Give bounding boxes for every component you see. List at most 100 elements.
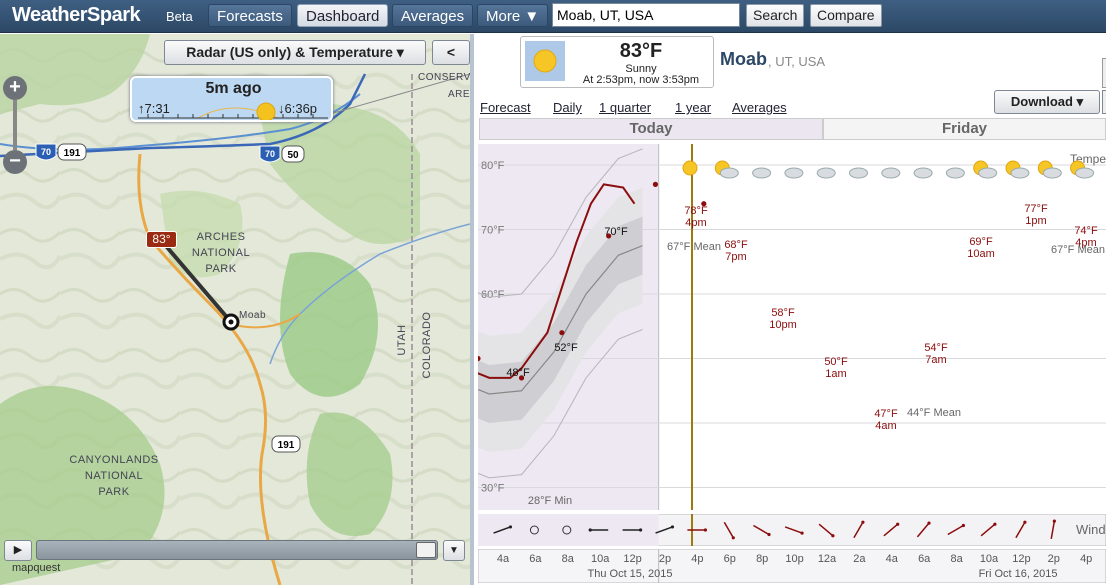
wind-arrow-head: [800, 531, 804, 535]
link-averages[interactable]: Averages: [732, 100, 787, 115]
timeline-thumb[interactable]: [416, 542, 436, 558]
sun-icon: [682, 160, 698, 176]
wind-arrow-head: [1023, 520, 1027, 524]
calm-wind-icon: [562, 525, 572, 535]
nav-averages[interactable]: Averages: [392, 4, 474, 27]
side-panel-tab[interactable]: [1102, 58, 1106, 88]
axis-bg: [478, 549, 1106, 583]
wind-arrow-head: [767, 532, 771, 537]
download-button-overflow[interactable]: [1102, 90, 1106, 114]
link-forecast[interactable]: Forecast: [480, 100, 531, 115]
mean-label: 67°F Mean: [667, 241, 721, 253]
y-tick-label: 30°F: [481, 483, 505, 495]
wind-arrow-icon: [1050, 521, 1056, 539]
forecast-point: [606, 233, 612, 239]
forecast-label-time: 4pm: [685, 217, 706, 229]
hour-tick-label: 6a: [918, 553, 931, 565]
day-header-friday: Friday: [823, 118, 1106, 140]
wind-arrow-head: [703, 528, 707, 532]
radar-map[interactable]: 70 191 70 50 191 Radar (US only) & Tempe…: [0, 34, 470, 585]
utah-label: UTAH: [396, 324, 408, 356]
y-tick-label: 60°F: [481, 289, 505, 301]
timeline-menu-button[interactable]: ▼: [443, 540, 465, 561]
y-tick-label: 70°F: [481, 225, 505, 237]
hour-tick-label: 4a: [497, 553, 510, 565]
hour-tick-label: 12a: [818, 553, 837, 565]
hour-tick-label: 12p: [623, 553, 641, 565]
wind-arrow-head: [670, 525, 675, 529]
zoom-out-button[interactable]: −: [3, 150, 27, 174]
conservation-area-label: CONSERV: [418, 72, 470, 83]
zoom-in-button[interactable]: +: [3, 76, 27, 100]
wind-arrow-head: [588, 528, 592, 532]
wind-arrow-head: [993, 522, 997, 526]
us-191-shield-north: 191: [57, 143, 87, 161]
forecast-label-time: 1pm: [1025, 215, 1046, 227]
nav-forecasts[interactable]: Forecasts: [208, 4, 292, 27]
current-conditions-box: 83°F Sunny At 2:53pm, now 3:53pm: [520, 36, 714, 88]
zoom-slider[interactable]: [13, 100, 17, 150]
hour-tick-label: 12p: [1012, 553, 1030, 565]
forecast-label-time: 7am: [925, 354, 946, 366]
prev-frame-button[interactable]: <: [432, 40, 470, 65]
hour-tick-label: 8p: [756, 553, 768, 565]
sunset-time: ↓6:36p: [278, 101, 318, 116]
wind-arrow-icon: [853, 521, 864, 539]
play-button[interactable]: ▶: [4, 540, 32, 561]
forecast-label: 77°F: [1024, 203, 1048, 215]
hour-tick-label: 6p: [724, 553, 736, 565]
link-1-quarter[interactable]: 1 quarter: [599, 100, 652, 115]
svg-text:191: 191: [64, 148, 81, 159]
link-1-year[interactable]: 1 year: [675, 100, 712, 115]
cloud-icon: [784, 167, 804, 179]
wind-arrow-head: [508, 525, 513, 529]
cloud-icon: [1010, 167, 1030, 179]
wind-arrow-icon: [980, 523, 996, 537]
location-name: Moab: [720, 49, 767, 69]
map-attribution[interactable]: mapquest: [12, 562, 61, 574]
wind-arrow-head: [896, 522, 900, 526]
radar-age-label: 5m ago: [205, 80, 262, 97]
observation-time: At 2:53pm, now 3:53pm: [582, 74, 700, 86]
forecast-point: [652, 181, 659, 187]
mean-temperature-line: [478, 245, 643, 395]
wind-arrow-head: [1052, 519, 1056, 523]
cloud-icon: [881, 167, 901, 179]
search-button[interactable]: Search: [746, 4, 805, 27]
forecast-label: 78°F: [684, 205, 708, 217]
cloud-icon: [913, 167, 933, 179]
hour-tick-label: 4p: [691, 553, 703, 565]
link-daily[interactable]: Daily: [553, 100, 582, 115]
cloud-icon: [752, 167, 772, 179]
current-temperature: 83°F: [619, 40, 663, 62]
compare-button[interactable]: Compare: [810, 4, 882, 27]
day-header-today: Today: [479, 118, 823, 140]
location-region: , UT, USA: [768, 54, 826, 69]
hour-tick-label: 10a: [591, 553, 610, 565]
interstate-70-shield-west: 70: [35, 143, 57, 161]
nav-more[interactable]: More ▼: [477, 4, 549, 27]
wind-arrow-icon: [947, 524, 964, 536]
hour-tick-label: 10p: [785, 553, 803, 565]
site-logo[interactable]: WeatherSpark: [12, 4, 141, 26]
nav-dashboard[interactable]: Dashboard: [297, 4, 389, 27]
map-canvas[interactable]: 70 191 70 50 191: [0, 34, 470, 585]
sun-icon: [256, 102, 276, 120]
map-layer-select[interactable]: Radar (US only) & Temperature ▾: [164, 40, 426, 65]
download-button[interactable]: Download ▾: [994, 90, 1100, 114]
forecast-label: 50°F: [824, 356, 848, 368]
svg-text:191: 191: [278, 440, 295, 451]
temperature-chart[interactable]: 80°F70°F60°F50°F40°F30°F78°F4pm68°F7pm58…: [478, 144, 1106, 510]
svg-text:70: 70: [265, 149, 275, 159]
town-label-moab: Moab: [239, 310, 267, 321]
cloud-icon: [1075, 167, 1095, 179]
location-search-input[interactable]: [552, 3, 740, 27]
panel-splitter[interactable]: [470, 34, 474, 585]
temperature-pointer: [164, 244, 233, 324]
map-temperature-marker[interactable]: 83°: [146, 231, 177, 248]
radar-timeline-slider[interactable]: [36, 540, 438, 560]
canyonlands-national-park-label: CANYONLANDS NATIONAL PARK: [69, 454, 159, 498]
colorado-label: COLORADO: [421, 311, 433, 379]
us-191-shield-south: 191: [271, 435, 301, 453]
record-high-line: [478, 148, 643, 298]
